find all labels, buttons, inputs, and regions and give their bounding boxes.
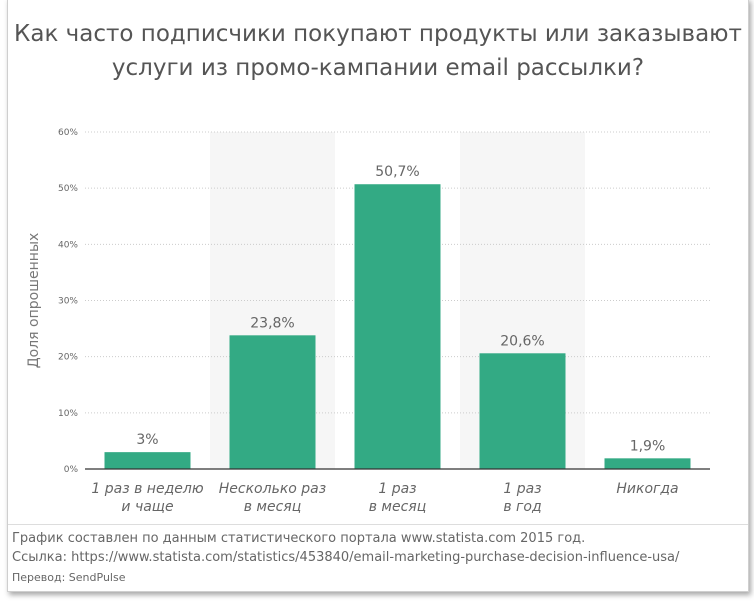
bar-chart: 0% 10% 20% 30% 40% 50% 60% Доля опрошенных 3% 1 р… — [26, 128, 710, 515]
x-tick-label: 1 раз — [503, 481, 541, 497]
bar — [229, 335, 316, 469]
data-label: 3% — [136, 432, 158, 448]
x-tick-label: в месяц — [369, 499, 427, 515]
chart-card: Как часто подписчики покупают продукты и… — [7, 0, 749, 592]
y-tick-label: 10% — [58, 409, 78, 419]
y-tick-label: 20% — [58, 353, 78, 363]
x-tick-label: Несколько раз — [219, 481, 326, 497]
footer-divider — [8, 524, 748, 525]
data-label: 50,7% — [375, 164, 419, 180]
chart-title-line-2: услуги из промо-кампании email рассылки? — [111, 55, 645, 81]
x-tick-label: 1 раз — [378, 481, 416, 497]
bar — [479, 353, 566, 469]
footer-source: График составлен по данным статистическо… — [12, 531, 586, 546]
data-label: 23,8% — [250, 315, 294, 331]
data-label: 1,9% — [630, 438, 666, 454]
y-axis-label: Доля опрошенных — [26, 233, 42, 369]
y-tick-label: 40% — [58, 240, 78, 250]
footer-translation: Перевод: SendPulse — [12, 571, 126, 584]
x-tick-label: 1 раз в неделю — [91, 481, 203, 497]
y-tick-label: 60% — [58, 128, 78, 138]
data-label: 20,6% — [500, 333, 544, 349]
y-tick-label: 50% — [58, 184, 78, 194]
chart-title-line-1: Как часто подписчики покупают продукты и… — [14, 21, 742, 47]
bar — [104, 452, 191, 469]
y-tick-label: 30% — [58, 297, 78, 307]
bar — [604, 458, 691, 469]
y-tick-label: 0% — [64, 465, 79, 475]
chart-title: Как часто подписчики покупают продукты и… — [8, 17, 748, 85]
x-tick-label: и чаще — [121, 499, 173, 515]
bar — [354, 184, 441, 470]
x-tick-label: Никогда — [616, 481, 678, 497]
x-tick-label: в год — [503, 499, 541, 515]
x-tick-label: в месяц — [244, 499, 302, 515]
footer-link[interactable]: Ссылка: https://www.statista.com/statist… — [12, 550, 680, 565]
